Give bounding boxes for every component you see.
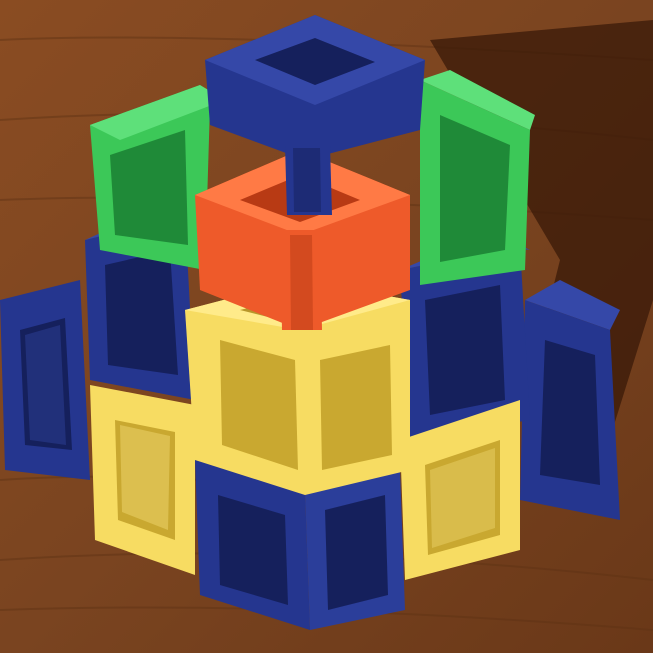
cube-yellow-front-right bbox=[400, 400, 520, 580]
cube-blue-front-center bbox=[195, 460, 405, 630]
cube-yellow-center bbox=[185, 280, 410, 495]
cube-blue-top bbox=[205, 15, 425, 215]
cube-blue-left bbox=[0, 280, 90, 480]
cube-green-right bbox=[420, 70, 535, 285]
cube-green-left bbox=[90, 85, 225, 270]
cube-blue-right bbox=[520, 280, 620, 520]
cube-yellow-front-left bbox=[90, 385, 195, 575]
